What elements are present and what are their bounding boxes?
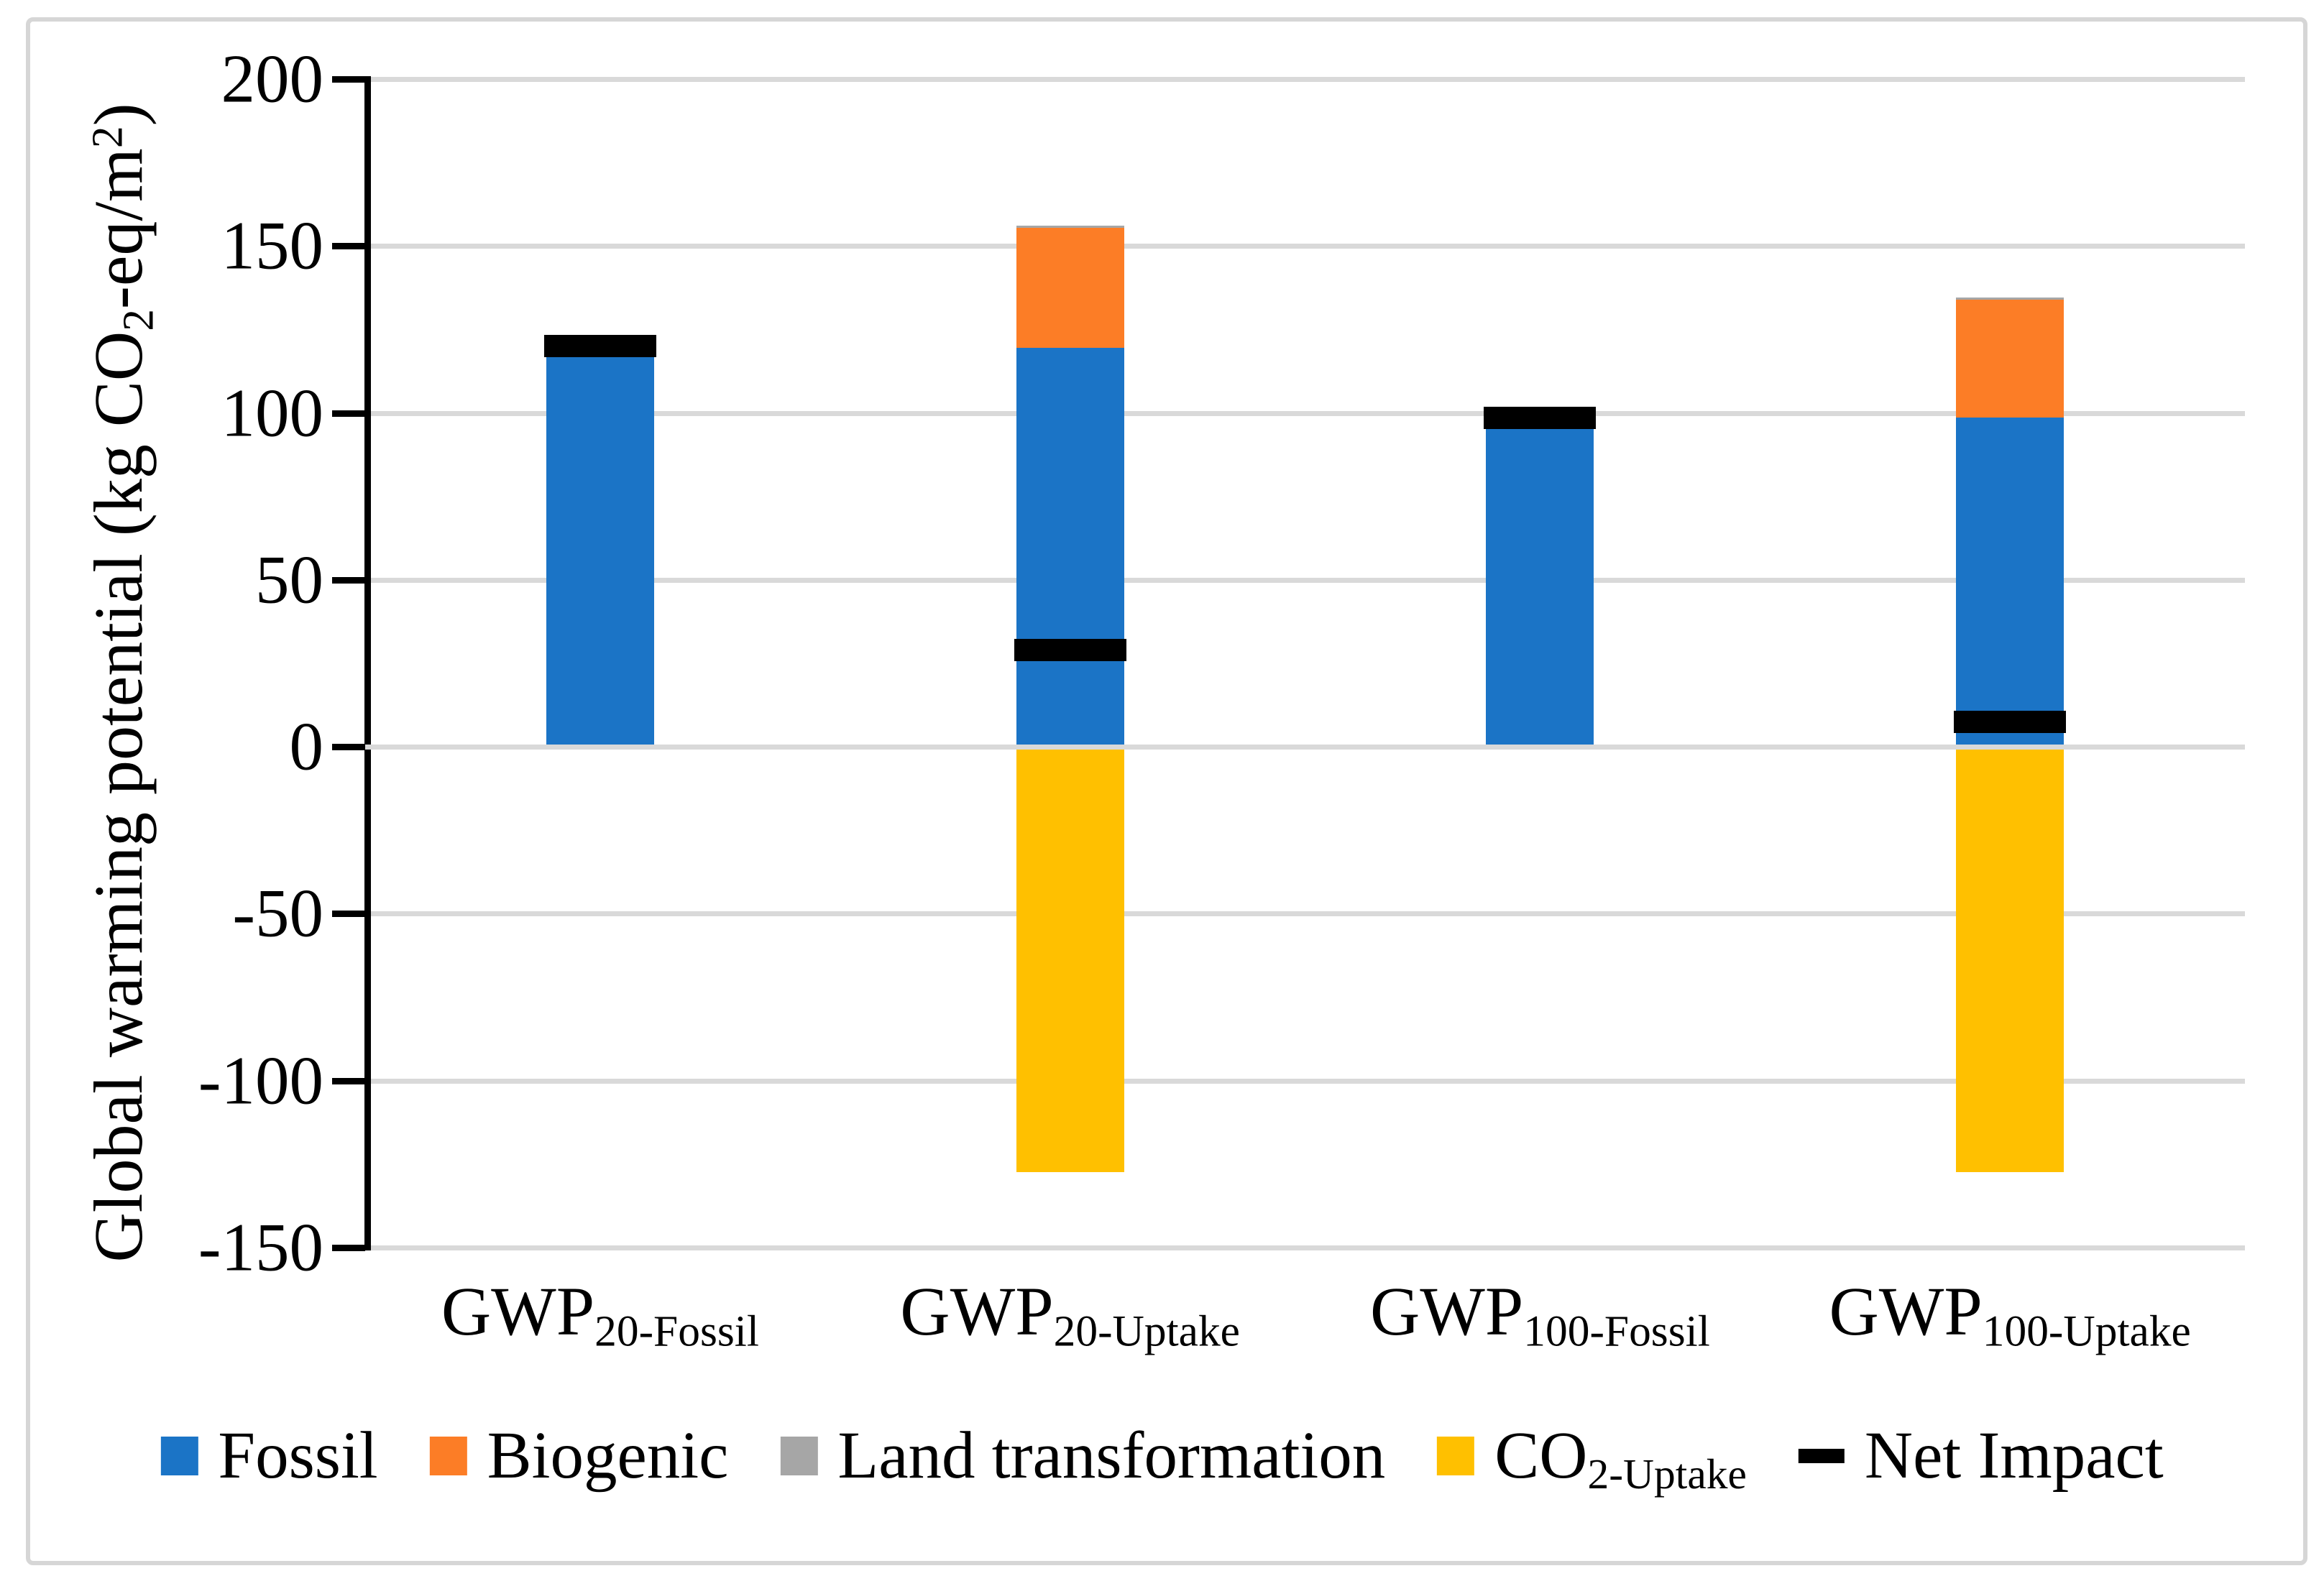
bar-3-land-transformation [1956,298,2064,300]
legend-item-co2-uptake: CO2-Uptake [1437,1419,1747,1498]
net-impact-marker-0 [543,335,656,358]
x-axis-label-1: GWP20-Uptake [900,1273,1240,1353]
gridline-0 [365,745,2245,750]
y-tick-label--150: -150 [198,1209,323,1286]
bar-1-land-transformation [1016,226,1124,228]
legend-swatch-land-transformation [780,1437,818,1476]
gridline-150 [365,244,2245,249]
y-axis-title-text-mid: -eq/m [80,148,157,310]
bar-1-biogenic [1016,227,1124,348]
bar-1-co2-uptake [1016,750,1124,1172]
net-impact-marker-2 [1484,406,1597,429]
bar-3-co2-uptake [1956,750,2064,1172]
bar-2-fossil [1486,418,1594,747]
legend-label-net-impact: Net Impact [1864,1419,2164,1493]
legend-label-subscript: 2-Uptake [1587,1450,1747,1498]
x-axis-label-main: GWP [900,1273,1054,1350]
y-tick-label-150: 150 [221,207,324,284]
y-tick-150 [332,243,365,250]
gridline-100 [365,410,2245,416]
y-axis-line [364,76,371,1250]
legend-dash-net-impact [1798,1449,1845,1464]
y-tick--150 [332,1244,365,1251]
y-tick-0 [332,744,365,750]
y-tick-label-0: 0 [289,708,324,785]
bar-3-biogenic [1956,299,2064,418]
bar-3-fossil [1956,418,2064,747]
legend-item-land-transformation: Land transformation [780,1419,1385,1493]
bar-0-fossil [546,346,654,747]
y-tick--50 [332,911,365,918]
legend-swatch-fossil [160,1437,198,1476]
legend-label-biogenic: Biogenic [487,1419,729,1493]
y-tick-label--50: -50 [232,875,323,951]
x-axis-label-subscript: 20-Fossil [594,1307,759,1356]
gridline--50 [365,911,2245,917]
x-axis-label-main: GWP [1369,1273,1524,1350]
legend-label-co2-uptake: CO2-Uptake [1494,1419,1747,1498]
legend-swatch-co2-uptake [1437,1437,1475,1476]
y-axis-title-superscript: 2 [83,126,132,149]
y-tick-label-50: 50 [255,541,323,618]
legend-label-fossil: Fossil [218,1419,378,1493]
bar-1-fossil [1016,347,1124,747]
legend-label-land-transformation: Land transformation [837,1419,1386,1493]
y-axis-title-text-end: ) [80,103,157,126]
legend-swatch-biogenic [429,1437,467,1476]
legend-item-biogenic: Biogenic [429,1419,729,1493]
y-tick-label-100: 100 [221,374,324,451]
y-axis-title: Global warming potential (kg CO2-eq/m2) [65,93,173,1272]
gridline--150 [365,1245,2245,1250]
y-axis-title-text: Global warming potential (kg CO [80,331,157,1263]
x-axis-label-2: GWP100-Fossil [1369,1273,1710,1353]
legend-item-net-impact: Net Impact [1798,1419,2164,1493]
x-axis-label-subscript: 20-Uptake [1053,1307,1240,1356]
x-axis-label-0: GWP20-Fossil [441,1273,759,1353]
gridline--100 [365,1078,2245,1084]
y-tick-label-200: 200 [221,40,324,117]
x-axis-label-3: GWP100-Uptake [1829,1273,2190,1353]
y-tick-label--100: -100 [198,1042,323,1118]
x-axis-label-main: GWP [441,1273,595,1350]
x-axis-label-subscript: 100-Fossil [1523,1307,1710,1356]
x-axis-label-main: GWP [1829,1273,1983,1350]
x-axis-label-subscript: 100-Uptake [1982,1307,2191,1356]
gridline-50 [365,577,2245,583]
gridline-200 [365,77,2245,82]
y-tick-200 [332,76,365,83]
y-tick-100 [332,410,365,417]
net-impact-marker-3 [1954,710,2067,733]
chart-legend: Fossil Biogenic Land transformation CO2-Upt… [160,1419,2164,1498]
net-impact-marker-1 [1014,638,1126,661]
y-tick-50 [332,576,365,584]
y-axis-title-subscript: 2 [114,309,163,331]
legend-item-fossil: Fossil [160,1419,378,1493]
y-tick--100 [332,1077,365,1084]
